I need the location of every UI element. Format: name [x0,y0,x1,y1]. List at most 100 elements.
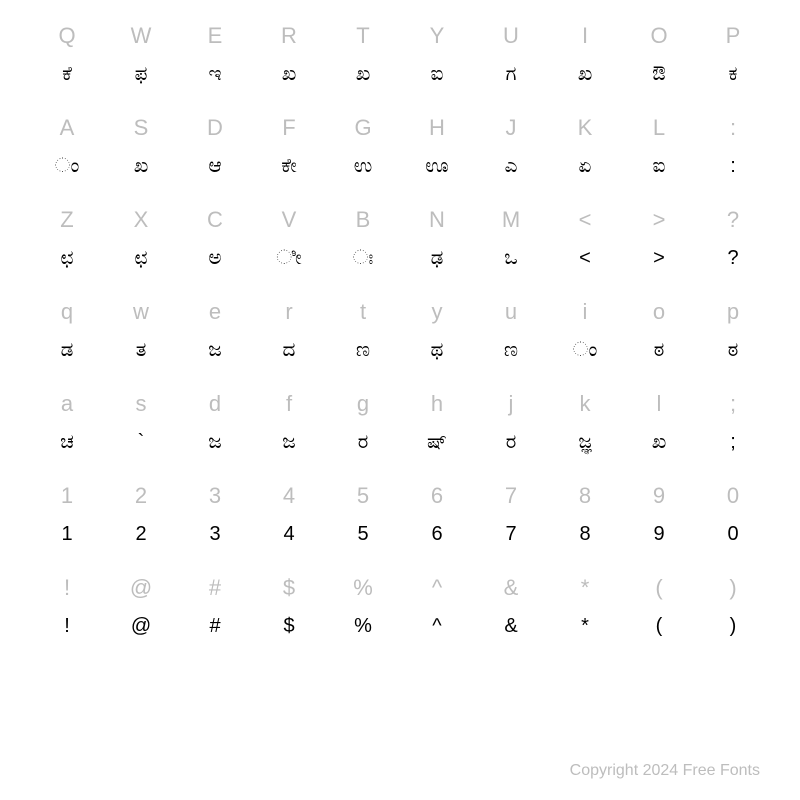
charmap-cell: (( [622,572,696,664]
glyph: ೀ [276,242,301,274]
key-label: h [431,388,443,420]
glyph: ಕೇ [281,150,297,182]
key-label: W [131,20,152,52]
key-label: o [653,296,665,328]
charmap-cell: @@ [104,572,178,664]
key-label: R [281,20,297,52]
key-label: y [432,296,443,328]
glyph: 7 [505,518,516,550]
glyph: % [354,610,372,642]
key-label: r [285,296,292,328]
key-label: d [209,388,221,420]
glyph: ತ [136,334,147,366]
glyph: ಔ [652,58,666,90]
key-label: ( [655,572,662,604]
key-label: V [282,204,297,236]
charmap-cell: Tಖ [326,20,400,112]
glyph: ಣ [356,334,370,366]
key-label: ^ [432,572,442,604]
charmap-cell: )) [696,572,770,664]
charmap-cell: lಖ [622,388,696,480]
charmap-cell: Vೀ [252,204,326,296]
key-label: < [579,204,592,236]
glyph: ಖ [652,426,667,458]
glyph: ಖ [578,58,593,90]
glyph: ಊ [425,150,448,182]
glyph: ದ [283,334,296,366]
key-label: 8 [579,480,591,512]
charmap-cell: !! [30,572,104,664]
key-label: A [60,112,75,144]
charmap-cell: Hಊ [400,112,474,204]
glyph: ಖ [356,58,371,90]
glyph: ` [138,426,145,458]
key-label: ) [729,572,736,604]
key-label: : [730,112,736,144]
key-label: j [509,388,514,420]
charmap-cell: 99 [622,480,696,572]
glyph: 2 [135,518,146,550]
glyph: ಐ [653,150,666,182]
key-label: B [356,204,371,236]
glyph: ಅ [208,242,221,274]
glyph: 9 [653,518,664,550]
key-label: N [429,204,445,236]
charmap-cell: wತ [104,296,178,388]
key-label: t [360,296,366,328]
glyph: ಢ [431,242,444,274]
key-label: F [282,112,295,144]
charmap-cell: s` [104,388,178,480]
charmap-cell: iಂ [548,296,622,388]
charmap-cell: jರ [474,388,548,480]
glyph: ಜ [282,426,295,458]
key-label: Z [60,204,73,236]
charmap-cell: Qಕೆ [30,20,104,112]
glyph: 4 [283,518,294,550]
glyph: ಂ [573,334,598,366]
key-label: * [581,572,590,604]
key-label: P [726,20,741,52]
glyph: ಡ [61,334,74,366]
key-label: Y [430,20,445,52]
glyph: 5 [357,518,368,550]
charmap-cell: qಡ [30,296,104,388]
glyph: ರ [506,426,517,458]
charmap-cell: ** [548,572,622,664]
charmap-cell: Oಔ [622,20,696,112]
key-label: S [134,112,149,144]
key-label: 9 [653,480,665,512]
key-label: ! [64,572,70,604]
key-label: 6 [431,480,443,512]
key-label: L [653,112,665,144]
charmap-cell: aಚ [30,388,104,480]
glyph: ಷ್ [427,426,447,458]
key-label: C [207,204,223,236]
key-label: J [506,112,517,144]
glyph: ಇ [209,58,222,90]
glyph: ಂ [55,150,80,182]
glyph: ಛ [60,242,73,274]
charmap-cell: >> [622,204,696,296]
key-label: # [209,572,221,604]
key-label: T [356,20,369,52]
charmap-cell: 66 [400,480,474,572]
key-label: q [61,296,73,328]
charmap-cell: Sಖ [104,112,178,204]
key-label: s [136,388,147,420]
glyph: ಆ [208,150,221,182]
key-label: ; [730,388,736,420]
glyph: ಛ [134,242,147,274]
key-label: M [502,204,520,236]
glyph: ಗ [506,58,517,90]
key-label: $ [283,572,295,604]
key-label: ? [727,204,739,236]
charmap-cell: 77 [474,480,548,572]
key-label: E [208,20,223,52]
glyph: * [581,610,589,642]
glyph: ಕ [729,58,738,90]
charmap-cell: dಜ [178,388,252,480]
glyph: ಖ [282,58,297,90]
key-label: i [583,296,588,328]
key-label: a [61,388,73,420]
key-label: Q [58,20,75,52]
